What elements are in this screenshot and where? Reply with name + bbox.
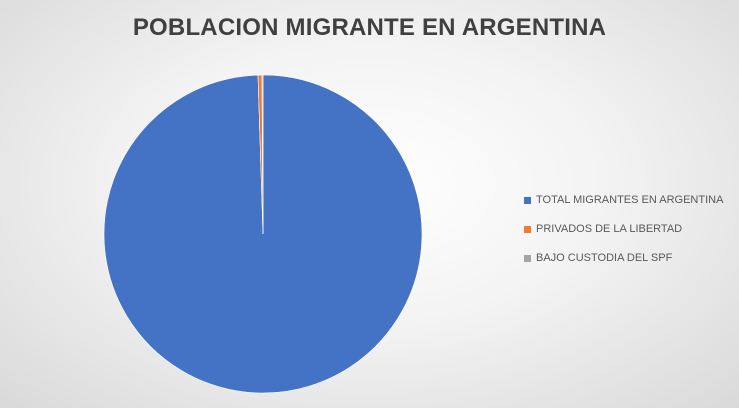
legend-label-bajo-custodia: BAJO CUSTODIA DEL SPF <box>536 252 673 264</box>
chart-title: POBLACION MIGRANTE EN ARGENTINA <box>132 14 607 41</box>
legend-item-bajo-custodia: BAJO CUSTODIA DEL SPF <box>524 250 723 266</box>
legend-item-total-migrantes: TOTAL MIGRANTES EN ARGENTINA <box>524 192 723 208</box>
legend-label-total-migrantes: TOTAL MIGRANTES EN ARGENTINA <box>536 194 724 206</box>
legend-swatch-bajo-custodia <box>524 254 531 262</box>
pie-slice-bajo-custodia <box>261 74 264 235</box>
legend-label-privados-libertad: PRIVADOS DE LA LIBERTAD <box>536 223 683 235</box>
legend: TOTAL MIGRANTES EN ARGENTINA PRIVADOS DE… <box>524 192 723 279</box>
legend-swatch-privados-libertad <box>524 225 531 233</box>
legend-swatch-total-migrantes <box>524 196 531 204</box>
legend-item-privados-libertad: PRIVADOS DE LA LIBERTAD <box>524 221 723 237</box>
